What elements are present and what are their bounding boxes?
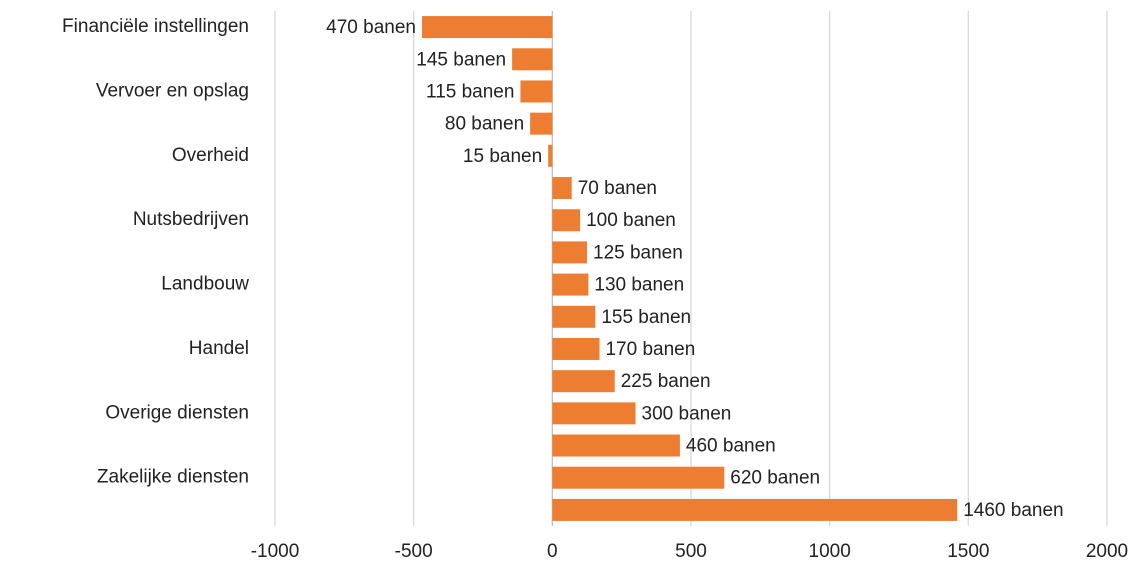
bar: [512, 48, 553, 71]
value-label: 145 banen: [416, 49, 506, 70]
y-tick-label: Landbouw: [161, 274, 249, 295]
x-tick-label: 500: [675, 541, 707, 562]
value-label: 460 banen: [686, 436, 776, 457]
value-label: 170 banen: [605, 339, 695, 360]
bar: [530, 112, 553, 135]
value-label: 100 banen: [586, 210, 676, 231]
value-label: 1460 banen: [963, 500, 1063, 521]
y-tick-label: Handel: [189, 338, 249, 359]
value-label: 15 banen: [463, 146, 542, 167]
x-tick-label: -500: [395, 541, 433, 562]
y-tick-label: Zakelijke diensten: [97, 467, 249, 488]
value-label: 225 banen: [621, 371, 711, 392]
bar: [520, 80, 553, 103]
x-tick-label: -1000: [251, 541, 300, 562]
value-label: 620 banen: [730, 468, 820, 489]
value-label: 125 banen: [593, 242, 683, 263]
bar: [552, 370, 615, 393]
bar: [552, 273, 589, 296]
y-tick-label: Financiële instellingen: [62, 16, 249, 37]
bar: [552, 305, 596, 328]
value-label: 470 banen: [326, 17, 416, 38]
value-label: 115 banen: [426, 81, 514, 102]
bar: [552, 177, 572, 200]
value-label: 155 banen: [601, 307, 691, 328]
value-label: 80 banen: [445, 114, 524, 135]
y-tick-label: Vervoer en opslag: [96, 80, 249, 101]
bar: [552, 434, 680, 457]
x-tick-label: 1500: [947, 541, 989, 562]
bar: [548, 144, 553, 167]
bar: [552, 466, 725, 489]
bar: [552, 402, 636, 425]
bar: [552, 209, 581, 232]
y-tick-label: Nutsbedrijven: [133, 209, 249, 230]
value-label: 130 banen: [594, 275, 684, 296]
x-tick-label: 2000: [1086, 541, 1128, 562]
bar: [421, 16, 553, 39]
bar: [552, 337, 600, 360]
bar: [552, 498, 958, 521]
bar: [552, 241, 587, 264]
y-tick-label: Overige diensten: [105, 402, 249, 423]
y-tick-label: Overheid: [172, 145, 249, 166]
x-tick-label: 0: [547, 541, 558, 562]
value-label: 300 banen: [642, 403, 732, 424]
value-label: 70 banen: [578, 178, 657, 199]
x-tick-label: 1000: [809, 541, 851, 562]
